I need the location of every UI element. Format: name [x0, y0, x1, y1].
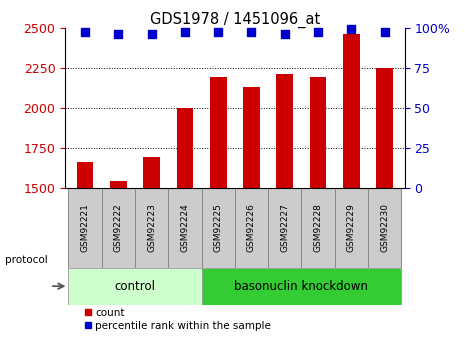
Bar	[135, 188, 168, 268]
Point	[148, 31, 155, 37]
Text: protocol: protocol	[5, 255, 47, 265]
Point	[115, 31, 122, 37]
Bar	[301, 188, 335, 268]
Bar	[110, 181, 126, 188]
Point	[181, 30, 189, 35]
Bar	[243, 87, 260, 188]
Text: GSM92230: GSM92230	[380, 203, 389, 252]
Text: GSM92221: GSM92221	[80, 203, 90, 252]
Bar	[368, 188, 401, 268]
Bar	[310, 77, 326, 188]
Text: GSM92225: GSM92225	[214, 203, 223, 252]
Bar	[168, 188, 201, 268]
Point	[248, 30, 255, 35]
Text: GSM92224: GSM92224	[180, 203, 189, 252]
Bar	[276, 74, 293, 188]
Point	[214, 30, 222, 35]
Bar	[343, 34, 359, 188]
Point	[314, 30, 322, 35]
Text: GSM92227: GSM92227	[280, 203, 289, 252]
Bar	[268, 188, 301, 268]
Text: GSM92229: GSM92229	[347, 203, 356, 252]
Text: GSM92228: GSM92228	[313, 203, 323, 252]
Bar	[376, 68, 393, 188]
Text: GSM92226: GSM92226	[247, 203, 256, 252]
Point	[281, 31, 288, 37]
Bar	[68, 188, 102, 268]
Point	[81, 30, 89, 35]
Text: basonuclin knockdown: basonuclin knockdown	[234, 280, 368, 293]
Point	[381, 30, 388, 35]
Bar	[235, 188, 268, 268]
Bar	[68, 268, 201, 305]
Bar	[143, 157, 160, 188]
Point	[347, 27, 355, 32]
Text: control: control	[114, 280, 155, 293]
Bar	[210, 77, 226, 188]
Bar	[77, 162, 93, 188]
Text: GSM92223: GSM92223	[147, 203, 156, 252]
Bar	[201, 268, 401, 305]
Bar	[335, 188, 368, 268]
Text: GSM92222: GSM92222	[114, 203, 123, 252]
Title: GDS1978 / 1451096_at: GDS1978 / 1451096_at	[150, 11, 320, 28]
Bar	[201, 188, 235, 268]
Legend: count, percentile rank within the sample: count, percentile rank within the sample	[84, 308, 271, 331]
Bar	[102, 188, 135, 268]
Bar	[177, 108, 193, 188]
